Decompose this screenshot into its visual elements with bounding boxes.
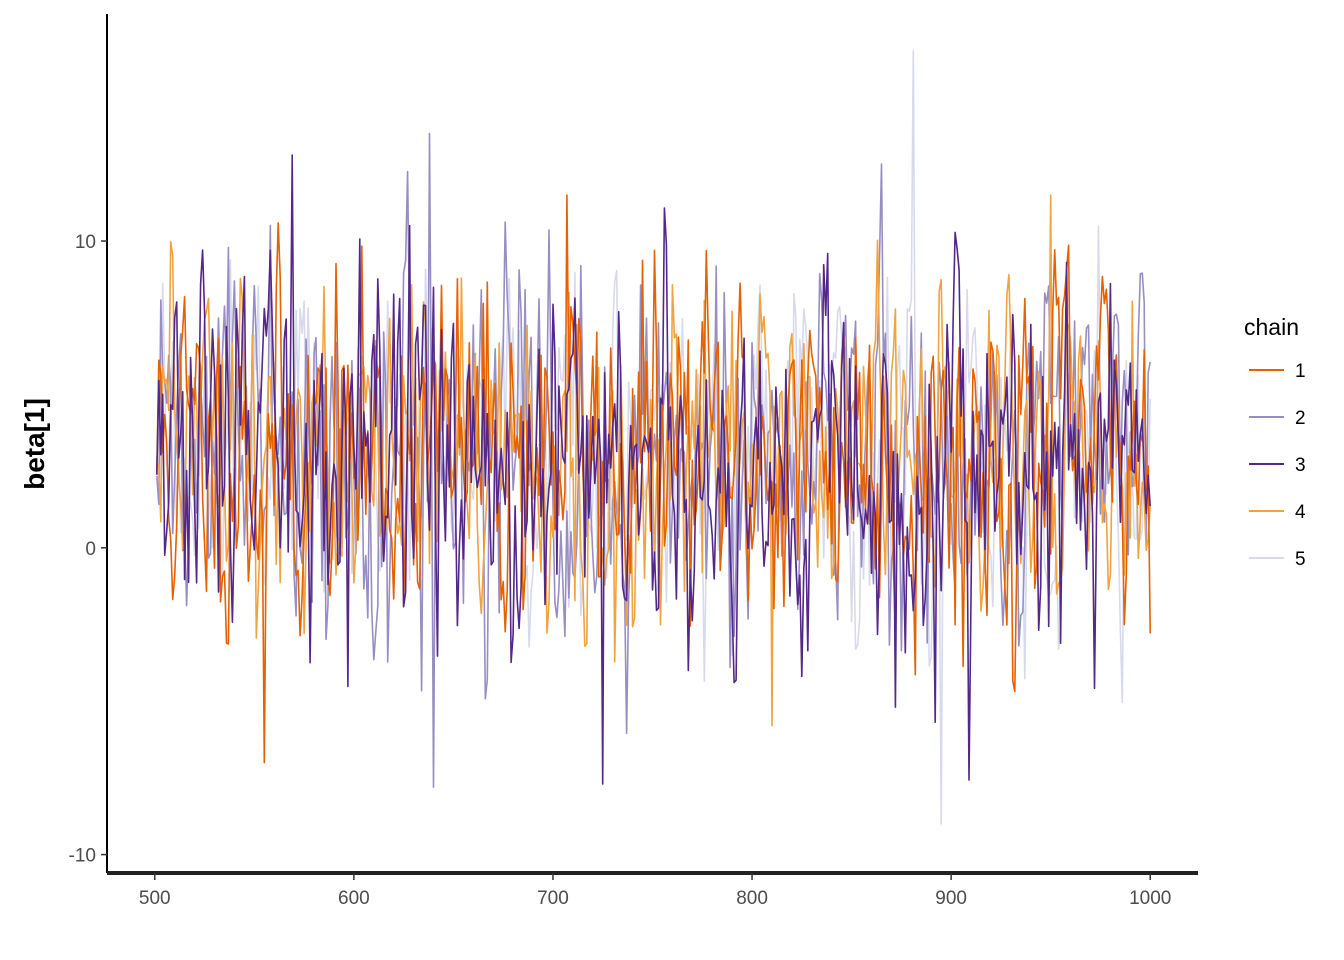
legend-label-chain-4: 4 bbox=[1295, 502, 1306, 523]
x-tick-label: 800 bbox=[736, 888, 768, 909]
y-tick-label: -10 bbox=[69, 846, 96, 867]
y-tick-label: 10 bbox=[75, 232, 96, 253]
legend-label-chain-2: 2 bbox=[1295, 408, 1306, 429]
x-tick-label: 1000 bbox=[1129, 888, 1171, 909]
y-axis-ticks: -10 0 10 bbox=[69, 232, 107, 867]
legend-label-chain-5: 5 bbox=[1295, 549, 1306, 570]
x-axis-ticks: 500 600 700 800 900 1000 bbox=[139, 873, 1171, 909]
x-tick-label: 900 bbox=[935, 888, 967, 909]
trace-line-chain-3 bbox=[156, 154, 1151, 785]
legend: chain 1 2 3 4 5 bbox=[1244, 314, 1306, 570]
x-tick-label: 700 bbox=[537, 888, 569, 909]
legend-title: chain bbox=[1244, 314, 1299, 340]
x-tick-label: 600 bbox=[338, 888, 370, 909]
y-axis-title: beta[1] bbox=[19, 398, 50, 490]
y-tick-label: 0 bbox=[85, 539, 96, 560]
legend-label-chain-1: 1 bbox=[1295, 361, 1306, 382]
plot-area bbox=[156, 50, 1151, 825]
legend-label-chain-3: 3 bbox=[1295, 455, 1306, 476]
x-tick-label: 500 bbox=[139, 888, 171, 909]
